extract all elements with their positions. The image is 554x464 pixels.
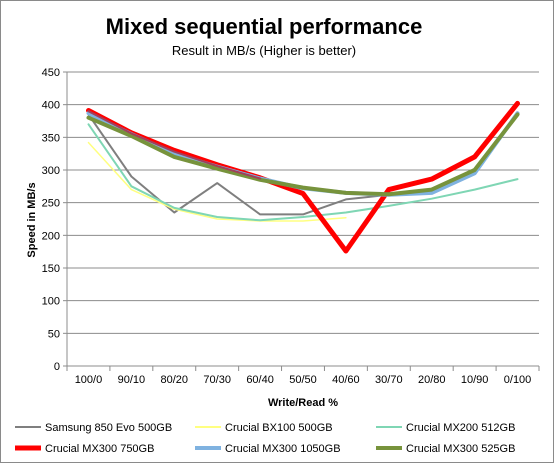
y-tick-label: 0 — [54, 361, 60, 373]
x-tick-label: 50/50 — [289, 374, 317, 386]
x-tick-label: 100/0 — [75, 374, 103, 386]
y-tick-label: 400 — [42, 100, 60, 112]
x-tick-label: 30/70 — [375, 374, 403, 386]
legend-item: Crucial MX300 1050GB — [195, 443, 341, 455]
chart-subtitle: Result in MB/s (Higher is better) — [172, 43, 356, 58]
x-tick-label: 80/20 — [161, 374, 189, 386]
y-tick-label: 200 — [42, 230, 60, 242]
axes — [63, 71, 540, 371]
x-tick-label: 20/80 — [418, 374, 446, 386]
x-tick-labels: 100/0 90/10 80/20 70/30 60/40 50/50 40/60 30/70… — [75, 374, 532, 386]
series-line — [86, 100, 520, 254]
series-line — [87, 141, 347, 222]
series-line — [86, 112, 520, 197]
series-0 — [87, 113, 476, 216]
series-line — [86, 111, 520, 197]
series-lines — [86, 100, 520, 254]
legend-label: Crucial MX300 750GB — [45, 443, 154, 455]
y-tick-label: 350 — [42, 132, 60, 144]
x-tick-label: 70/30 — [203, 374, 231, 386]
legend-label: Crucial MX300 1050GB — [225, 443, 341, 455]
series-3 — [86, 100, 520, 254]
chart-title: Mixed sequential performance — [106, 14, 423, 39]
y-tick-label: 100 — [42, 296, 60, 308]
grid-lines — [67, 71, 539, 334]
series-line — [87, 110, 262, 180]
y-axis-title: Speed in MB/s — [26, 182, 38, 257]
x-tick-label: 90/10 — [118, 374, 146, 386]
legend-item: Crucial MX300 525GB — [376, 443, 515, 455]
legend-label: Crucial MX300 525GB — [406, 443, 515, 455]
legend-item: Crucial MX200 512GB — [376, 422, 515, 434]
series-line — [87, 113, 476, 216]
legend-item: Samsung 850 Evo 500GB — [15, 422, 172, 434]
legend-label: Samsung 850 Evo 500GB — [45, 422, 172, 434]
y-tick-label: 300 — [42, 165, 60, 177]
series-1 — [87, 141, 347, 222]
y-tick-label: 450 — [42, 67, 60, 79]
x-tick-label: 0/100 — [504, 374, 532, 386]
legend-label: Crucial BX100 500GB — [225, 422, 333, 434]
x-tick-label: 60/40 — [246, 374, 274, 386]
series-4 — [86, 111, 520, 197]
x-tick-label: 40/60 — [332, 374, 360, 386]
series-5 — [86, 112, 520, 197]
x-axis-title: Write/Read % — [268, 397, 338, 409]
legend-item: Crucial MX300 750GB — [15, 443, 154, 455]
x-tick-label: 10/90 — [461, 374, 489, 386]
legend: Samsung 850 Evo 500GB Crucial BX100 500GB… — [15, 422, 515, 455]
series-line — [87, 123, 519, 222]
legend-label: Crucial MX200 512GB — [406, 422, 515, 434]
y-tick-label: 250 — [42, 198, 60, 210]
legend-item: Crucial BX100 500GB — [195, 422, 333, 434]
y-tick-label: 50 — [48, 328, 60, 340]
y-tick-label: 150 — [42, 263, 60, 275]
series-2 — [87, 123, 519, 222]
y-tick-labels: 0 50 100 150 200 250 300 350 400 450 — [42, 67, 60, 373]
series-6 — [87, 110, 262, 180]
